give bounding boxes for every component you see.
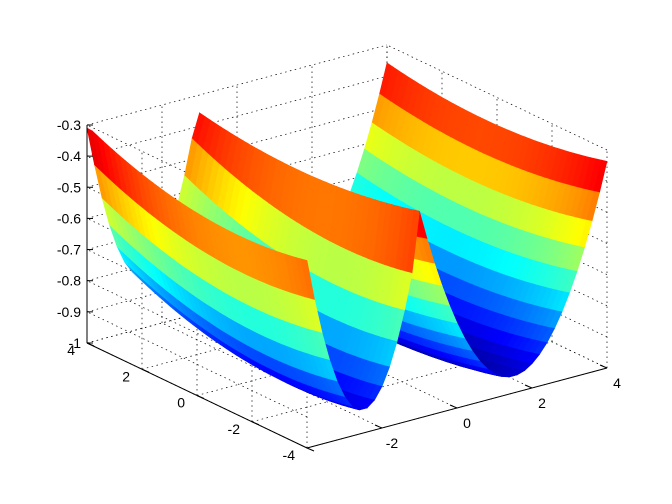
z-tick-label: -0.8 (57, 273, 81, 289)
z-tick-label: -1 (69, 335, 82, 351)
floor-grid-line (236, 302, 458, 409)
surface-patch (301, 258, 315, 300)
x-tick (449, 404, 458, 409)
x-tick (374, 424, 383, 429)
wall-grid-line (386, 44, 608, 151)
x-tick (599, 364, 608, 369)
y-tick-label: -2 (228, 421, 241, 437)
wall-grid-line (86, 75, 388, 157)
x-tick-label: 0 (463, 415, 471, 431)
floor-grid-line (161, 322, 383, 429)
wall-grid-line (86, 311, 308, 418)
floor-grid-line (251, 341, 553, 423)
y-tick-label: 0 (177, 395, 185, 411)
y-tick (306, 447, 315, 452)
x-tick-label: 4 (613, 375, 621, 391)
x-tick (524, 384, 533, 389)
z-tick-label: -0.3 (57, 117, 81, 133)
y-tick (86, 342, 95, 347)
y-tick (196, 395, 205, 399)
z-tick-label: -0.7 (57, 242, 81, 258)
z-tick-label: -0.9 (57, 304, 81, 320)
z-tick-label: -0.5 (57, 179, 81, 195)
x-tick-label: -2 (386, 435, 399, 451)
y-tick-label: 4 (67, 342, 75, 358)
axes-layer: -0.3 -0.4 -0.5 -0.6 -0.7 -0.8 -0.9 -1 -4 -2 0 2 4 -2 0… (57, 117, 621, 463)
y-tick-label: 2 (122, 368, 130, 384)
y-tick (251, 421, 260, 426)
wall-grid-line (386, 262, 608, 369)
z-tick-label: -0.6 (57, 210, 81, 226)
surface-layer (86, 62, 608, 411)
y-tick-label: -4 (283, 447, 296, 463)
wall-grid-line (386, 231, 608, 338)
wall-grid-line (86, 44, 388, 126)
x-tick-label: 2 (538, 395, 546, 411)
y-tick (141, 368, 150, 373)
z-tick-label: -0.4 (57, 148, 81, 164)
